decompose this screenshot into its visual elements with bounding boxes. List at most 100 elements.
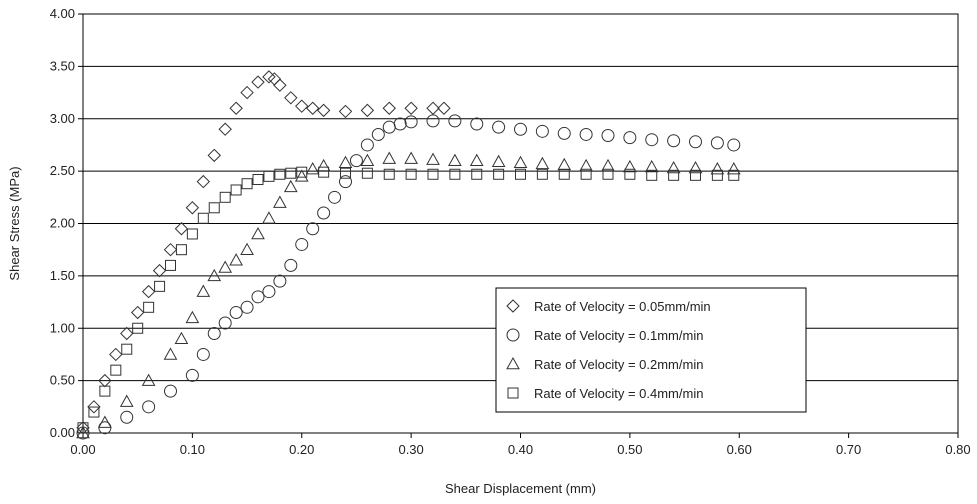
- data-point-diamond: [262, 70, 276, 84]
- data-point-diamond: [130, 305, 145, 320]
- data-point-square: [208, 202, 220, 214]
- data-point-square: [318, 166, 330, 178]
- data-point-circle: [185, 368, 199, 382]
- data-point-square: [88, 406, 100, 418]
- y-tick-labels: 0.00 0.50 1.00 1.50 2.00 2.50 3.00 3.50 4.00: [50, 6, 83, 440]
- data-point-circle: [317, 206, 331, 220]
- y-tick-label: 3.50: [50, 58, 75, 73]
- data-point-square: [165, 259, 176, 271]
- data-point-circle: [514, 122, 527, 136]
- data-point-square: [471, 168, 483, 180]
- data-point-diamond: [76, 421, 90, 435]
- x-tick-label: 0.10: [180, 442, 205, 457]
- data-point-triangle: [426, 152, 440, 165]
- legend-marker-square: [507, 387, 519, 399]
- data-point-square: [121, 343, 133, 355]
- data-point-square: [274, 168, 286, 180]
- data-point-circle: [284, 258, 298, 272]
- data-point-square: [110, 364, 122, 376]
- data-point-square: [143, 301, 155, 313]
- data-point-circle: [207, 326, 221, 340]
- data-point-triangle: [251, 226, 265, 240]
- data-point-circle: [382, 120, 396, 134]
- data-point-circle: [295, 237, 309, 251]
- data-point-triangle: [491, 154, 506, 167]
- data-point-circle: [601, 129, 615, 143]
- data-point-circle: [240, 300, 254, 314]
- data-point-triangle: [382, 151, 397, 164]
- data-point-triangle: [305, 162, 320, 175]
- data-point-square: [646, 169, 658, 181]
- data-point-square: [219, 191, 231, 203]
- data-point-diamond: [152, 263, 167, 278]
- data-point-diamond: [163, 242, 178, 257]
- data-point-triangle: [688, 160, 703, 174]
- x-tick-label: 0.30: [398, 442, 423, 457]
- data-point-square: [405, 168, 417, 180]
- data-point-triangle: [240, 242, 254, 255]
- data-point-circle: [535, 124, 549, 138]
- data-point-diamond: [240, 85, 254, 100]
- data-point-triangle: [448, 153, 462, 166]
- data-point-diamond: [120, 326, 134, 341]
- data-point-square: [252, 174, 264, 186]
- data-point-square: [668, 169, 680, 181]
- data-point-circle: [426, 114, 440, 128]
- data-point-triangle: [218, 260, 233, 273]
- data-point-circle: [470, 117, 484, 131]
- data-point-triangle: [623, 159, 637, 173]
- data-point-circle: [623, 131, 637, 145]
- legend-item: Rate of Velocity = 0.05mm/min: [506, 299, 711, 314]
- data-point-square: [536, 168, 548, 180]
- data-point-square: [197, 212, 209, 224]
- data-point-square: [263, 170, 275, 182]
- data-point-square: [383, 168, 395, 180]
- data-point-square: [296, 166, 308, 178]
- x-tick-label: 0.60: [727, 442, 752, 457]
- data-point-diamond: [185, 201, 200, 215]
- data-point-circle: [349, 154, 363, 168]
- data-point-triangle: [535, 156, 550, 170]
- data-point-square: [602, 168, 614, 180]
- data-point-triangle: [360, 153, 375, 166]
- data-point-circle: [667, 134, 681, 148]
- data-point-square: [241, 178, 253, 190]
- data-point-square: [515, 168, 526, 180]
- data-point-diamond: [141, 284, 156, 299]
- data-point-diamond: [404, 101, 418, 115]
- data-point-square: [77, 422, 89, 434]
- data-point-circle: [579, 127, 593, 141]
- data-point-triangle: [262, 211, 276, 224]
- data-point-diamond: [316, 103, 331, 118]
- data-point-circle: [360, 138, 374, 152]
- data-point-triangle: [196, 284, 211, 297]
- data-point-square: [558, 168, 570, 180]
- x-tick-labels: 0.00 0.10 0.20 0.30 0.40 0.50 0.60 0.70 0.80: [70, 433, 971, 457]
- y-tick-label: 0.00: [50, 425, 75, 440]
- y-tick-label: 2.50: [50, 163, 75, 178]
- data-point-triangle: [273, 195, 287, 208]
- y-tick-label: 2.00: [50, 216, 75, 231]
- data-point-square: [175, 244, 187, 256]
- series-triangle: [76, 151, 741, 439]
- data-point-diamond: [426, 101, 440, 115]
- x-tick-label: 0.70: [836, 442, 861, 457]
- data-point-triangle: [557, 157, 572, 171]
- data-point-square: [624, 168, 636, 180]
- x-tick-label: 0.00: [70, 442, 95, 457]
- data-point-diamond: [174, 222, 189, 236]
- data-point-diamond: [437, 101, 451, 115]
- data-point-circle: [492, 120, 506, 134]
- data-point-square: [449, 168, 461, 180]
- data-point-square: [361, 167, 373, 179]
- data-point-triangle: [119, 394, 134, 407]
- data-point-circle: [448, 114, 462, 128]
- data-point-circle: [196, 347, 210, 361]
- data-point-circle: [404, 115, 418, 129]
- legend-label: Rate of Velocity = 0.4mm/min: [534, 386, 703, 401]
- data-point-triangle: [316, 158, 331, 172]
- data-point-square: [132, 322, 144, 334]
- data-point-triangle: [185, 310, 200, 324]
- legend-item: Rate of Velocity = 0.4mm/min: [507, 386, 703, 401]
